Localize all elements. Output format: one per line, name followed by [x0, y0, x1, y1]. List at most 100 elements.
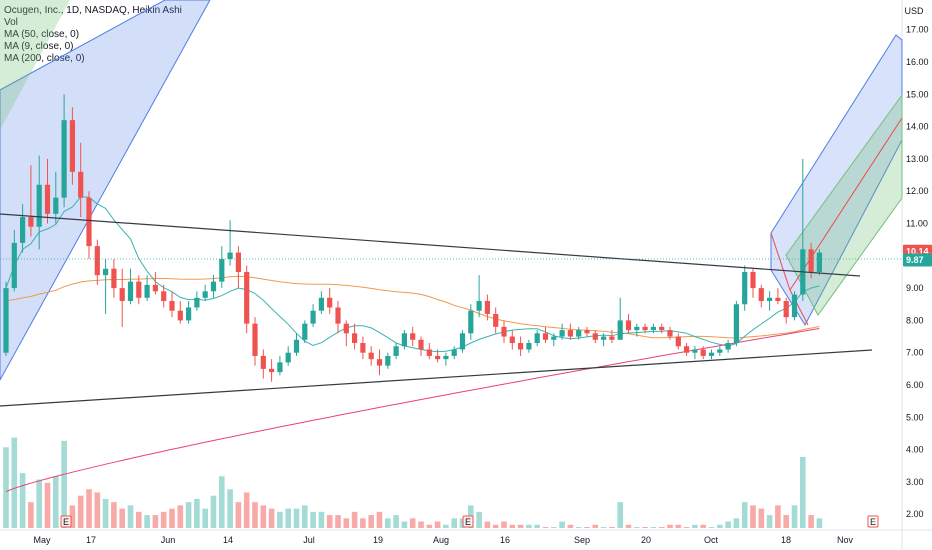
legend-title: Ocugen, Inc., 1D, NASDAQ, Heikin Ashi [4, 5, 182, 16]
candle-body [700, 349, 706, 356]
candle-body [202, 291, 208, 298]
candle [775, 288, 781, 305]
candle-body [352, 333, 358, 344]
volume-bar [111, 502, 117, 528]
volume-bar [501, 521, 507, 528]
candle [675, 333, 681, 350]
candle-body [816, 252, 822, 272]
volume-bar [343, 518, 350, 528]
volume-bar [127, 505, 134, 528]
candle-body [161, 291, 167, 302]
candle-body [86, 197, 92, 247]
volume-bar [293, 508, 300, 528]
volume-bar [393, 515, 399, 528]
candle-body [78, 171, 84, 198]
price-tick-label: 15.00 [906, 89, 929, 99]
candle-body [3, 288, 9, 353]
candle [526, 339, 532, 353]
candle [401, 330, 407, 350]
candle [692, 346, 698, 360]
volume-bar [476, 511, 482, 528]
candle [584, 326, 590, 337]
volume-bar [310, 511, 316, 528]
volume-bar [194, 498, 200, 528]
candle [20, 204, 26, 253]
candle-body [152, 284, 158, 292]
candle [169, 291, 175, 318]
candle [708, 349, 715, 360]
volume-bar [169, 508, 175, 528]
price-tick-label: 3.00 [906, 477, 924, 487]
candle-body [791, 294, 798, 318]
candle-body [210, 281, 217, 292]
candle-body [675, 336, 681, 347]
candle-body [542, 333, 549, 340]
candle [567, 323, 573, 340]
candle-body [708, 352, 715, 356]
legend-ma9: MA (9, close, 0) [4, 41, 74, 52]
earnings-badge [462, 515, 474, 528]
earnings-marker: E [462, 515, 474, 528]
volume-bar [451, 518, 457, 528]
legend-vol: Vol [4, 17, 18, 28]
candle-body [360, 343, 366, 353]
candle [186, 301, 192, 324]
time-tick-label: 20 [641, 535, 651, 545]
volume-bar [575, 527, 582, 528]
volume-bar [401, 521, 408, 528]
candle-body [609, 336, 615, 340]
candle-body [318, 297, 324, 311]
volume-bar [144, 515, 150, 528]
candle-body [186, 307, 192, 321]
candle [509, 330, 515, 350]
left-channel-upper-band [0, 0, 70, 130]
candle [601, 333, 607, 347]
candle [44, 158, 51, 224]
candle-body [750, 271, 756, 289]
volume-bar [318, 511, 325, 528]
candle-body [376, 359, 383, 366]
candle [700, 346, 706, 360]
candle [28, 165, 34, 237]
candle-body [194, 297, 200, 308]
candle [11, 229, 17, 292]
candle [360, 336, 366, 360]
volume-bar [136, 511, 142, 528]
candle [376, 349, 383, 376]
volume-bar [808, 515, 814, 528]
candle-body [634, 326, 640, 331]
candle-body [252, 323, 258, 356]
candle [227, 220, 233, 266]
candle-body [468, 310, 474, 334]
candle-body [534, 333, 540, 344]
candle-body [426, 349, 432, 356]
time-tick-label: Oct [704, 535, 719, 545]
volume-bar [61, 440, 67, 528]
volume-bar [360, 518, 366, 528]
candle-body [484, 301, 490, 314]
candle-body [742, 271, 748, 305]
volume-bar [86, 489, 92, 528]
candle-body [385, 355, 391, 366]
currency-label: USD [904, 6, 924, 16]
candle-body [684, 346, 690, 353]
price-tick-label: 16.00 [906, 57, 929, 67]
price-tick-label: 13.00 [906, 154, 929, 164]
time-tick-label: Aug [433, 535, 449, 545]
candle [742, 265, 748, 311]
candle-body [28, 217, 34, 227]
price-tick-label: 6.00 [906, 380, 924, 390]
volume-bar [152, 515, 159, 528]
ma9-line [5, 196, 820, 353]
earnings-label: E [465, 517, 471, 527]
candle-body [269, 368, 275, 373]
candle-body [625, 320, 632, 331]
volume-bar [53, 476, 59, 528]
volume-bar [775, 505, 781, 528]
candle [418, 336, 424, 356]
candle-body [717, 349, 723, 353]
volume-bar [526, 524, 532, 528]
volume-bar [758, 508, 765, 528]
volume-bar [119, 508, 125, 528]
